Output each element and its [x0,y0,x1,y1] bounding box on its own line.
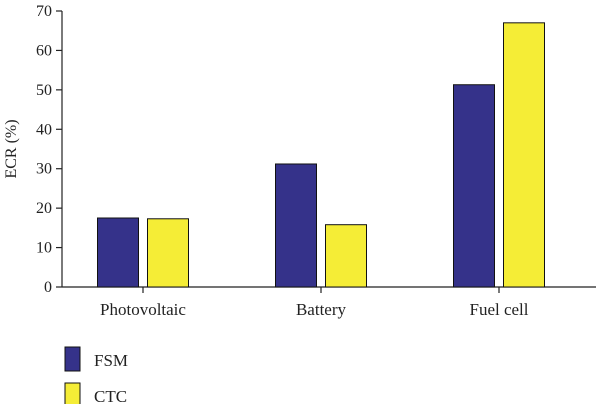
bar-fsm-photovoltaic [97,217,139,288]
y-tick-label: 10 [36,240,52,257]
y-tick-label: 30 [36,161,52,178]
legend: FSM CTC [64,346,128,404]
legend-label-ctc: CTC [94,387,127,404]
bar-fsm-fuel-cell [453,84,495,288]
bars [97,22,545,288]
x-tick-label: Battery [296,300,347,319]
bar-ctc-photovoltaic [147,218,189,288]
y-tick-label: 60 [36,42,52,59]
bar-ctc-fuel-cell [503,22,545,288]
legend-swatch-ctc [64,382,81,404]
y-tick-label: 20 [36,200,52,217]
bar-ctc-battery [325,224,367,288]
plot-area: 0 10 20 30 40 50 60 70 Photovoltaic Battery Fuel … [36,3,596,319]
bar-fsm-battery [275,163,317,288]
legend-swatch-fsm [64,346,81,372]
x-tick-label: Fuel cell [469,300,528,319]
y-tick-label: 70 [36,3,52,20]
x-tick-label: Photovoltaic [100,300,186,319]
y-axis-title: ECR (%) [3,119,20,178]
x-axis-ticks: Photovoltaic Battery Fuel cell [100,287,529,319]
y-tick-label: 40 [36,121,52,138]
y-axis-ticks: 0 10 20 30 40 50 60 70 [36,3,62,296]
legend-label-fsm: FSM [94,351,128,370]
y-tick-label: 50 [36,82,52,99]
y-tick-label: 0 [44,279,52,296]
